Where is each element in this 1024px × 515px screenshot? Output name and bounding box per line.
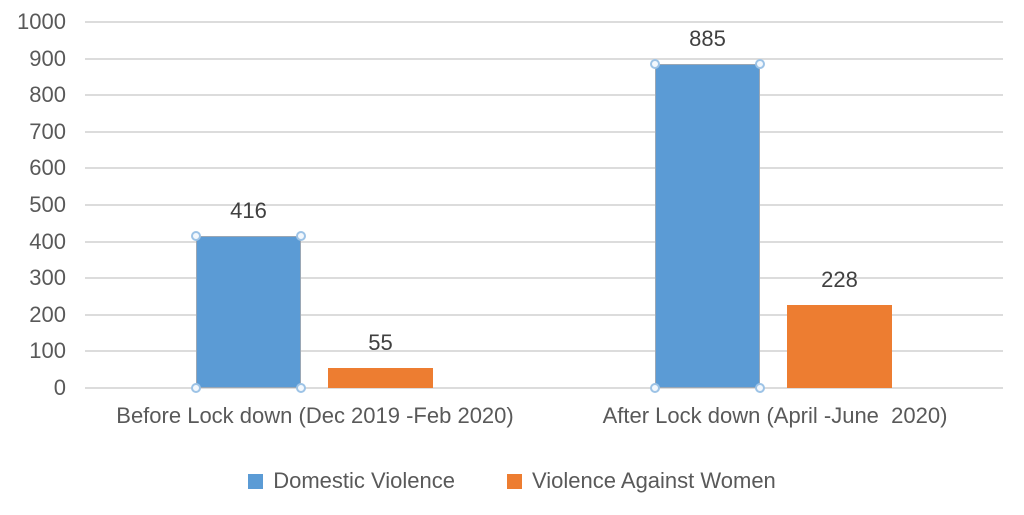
gridline [85, 94, 1003, 97]
x-axis-category-label-after-lockdown: After Lock down (April -June 2020) [602, 403, 948, 428]
y-axis-tick-label: 700 [29, 118, 66, 144]
bar-value-label: 228 [821, 266, 858, 292]
selection-handle-icon [650, 383, 660, 393]
legend-label-violence-against-women: Violence Against Women [532, 468, 776, 493]
gridline [85, 57, 1003, 60]
gridline [85, 350, 1003, 353]
y-axis-tick-label: 900 [29, 45, 66, 71]
gridline [85, 240, 1003, 243]
selection-handle-icon [755, 383, 765, 393]
gridline [85, 204, 1003, 206]
x-axis-category-label-before-lockdown: Before Lock down (Dec 2019 -Feb 2020) [116, 403, 514, 428]
plot-area: 416 885 55 228 [85, 21, 1003, 393]
x-axis: Before Lock down (Dec 2019 -Feb 2020) Af… [85, 398, 1003, 438]
y-axis-tick-label: 100 [29, 338, 66, 364]
gridline [85, 21, 1003, 23]
bar-value-label: 885 [689, 26, 726, 52]
bar-value-label: 416 [230, 197, 267, 223]
y-axis-tick-label: 300 [29, 265, 66, 291]
y-axis-tick-label: 600 [29, 155, 66, 181]
y-axis-tick-label: 400 [29, 228, 66, 254]
gridline [85, 167, 1003, 170]
selection-handle-icon [755, 59, 765, 70]
selection-handle-icon [191, 383, 201, 393]
legend-item-violence-against-women[interactable]: Violence Against Women [507, 468, 776, 494]
y-axis: 0 100 200 300 400 500 600 700 800 900 1000 [0, 9, 66, 400]
gridline [85, 277, 1003, 280]
selection-handle-icon [650, 59, 660, 70]
y-axis-tick-label: 0 [53, 375, 66, 400]
y-axis-tick-label: 1000 [17, 9, 66, 34]
y-axis-tick-label: 200 [29, 301, 66, 327]
gridline [85, 387, 1003, 389]
legend-swatch-orange-icon [507, 473, 522, 489]
legend-swatch-blue-icon [248, 473, 264, 489]
bar-domestic-violence-after-lock-down-april-june-2020[interactable] [655, 64, 760, 388]
bar-domestic-violence-before-lock-down-dec-2019-feb-2020[interactable] [196, 235, 301, 388]
legend: Domestic Violence Violence Against Women [0, 464, 1024, 498]
legend-label-domestic-violence: Domestic Violence [273, 468, 455, 493]
bar-violence-against-women-before-lock-down-dec-2019-feb-2020[interactable] [328, 367, 433, 388]
bar-value-label: 55 [368, 329, 393, 355]
selection-handle-icon [191, 230, 201, 241]
legend-item-domestic-violence[interactable]: Domestic Violence [248, 468, 455, 494]
selection-handle-icon [296, 230, 306, 241]
selection-handle-icon [296, 383, 306, 393]
y-axis-tick-label: 800 [29, 82, 66, 108]
y-axis-tick-label: 500 [29, 192, 66, 217]
gridline [85, 313, 1003, 316]
bar-violence-against-women-after-lock-down-april-june-2020[interactable] [787, 304, 892, 388]
gridline [85, 130, 1003, 133]
